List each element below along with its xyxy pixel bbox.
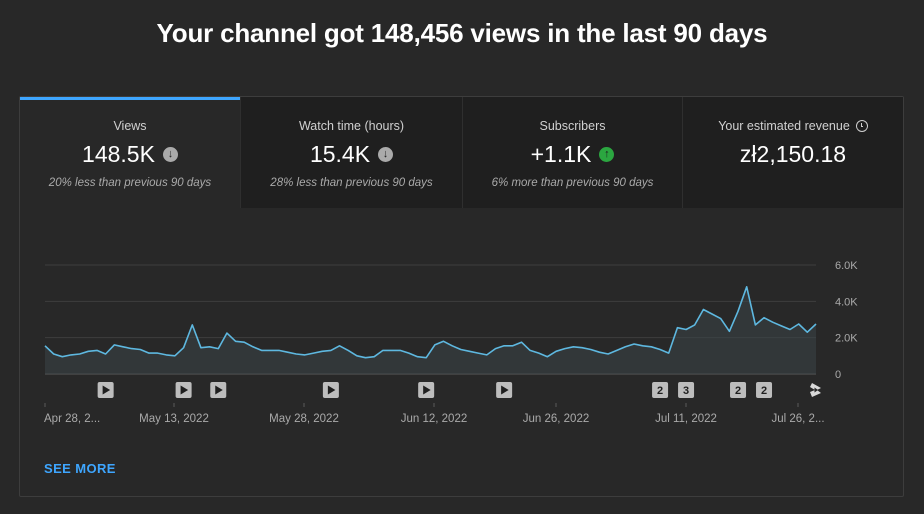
tab-comparison: 20% less than previous 90 days	[48, 177, 212, 189]
marker-count: 2	[657, 385, 663, 397]
tab-watch-time[interactable]: Watch time (hours) 15.4K ↓ 28% less than…	[241, 97, 463, 208]
arrow-down-icon: ↓	[378, 147, 394, 162]
tab-value: +1.1K	[530, 141, 592, 167]
video-count-marker[interactable]: 2	[652, 382, 669, 398]
x-tick-label: Jul 26, 2...	[771, 413, 824, 425]
marker-count: 2	[761, 385, 767, 397]
arrow-down-icon: ↓	[162, 147, 178, 162]
marker-count: 2	[735, 385, 741, 397]
count-badge	[756, 382, 773, 398]
views-area	[45, 286, 816, 374]
y-tick-label: 2.0K	[835, 333, 858, 345]
tab-comparison: 28% less than previous 90 days	[270, 177, 433, 189]
video-marker[interactable]	[175, 382, 192, 398]
x-tick-label: Apr 28, 2...	[44, 413, 100, 425]
tab-value: zł2,150.18	[739, 141, 847, 167]
video-count-marker[interactable]: 2	[730, 382, 747, 398]
video-marker[interactable]	[322, 382, 339, 398]
see-more-link[interactable]: SEE MORE	[44, 461, 116, 476]
x-tick-label: Jun 26, 2022	[523, 413, 590, 425]
x-tick-label: May 28, 2022	[269, 413, 339, 425]
tab-subscribers[interactable]: Subscribers +1.1K ↑ 6% more than previou…	[463, 97, 683, 208]
tab-value: 148.5K	[82, 141, 155, 167]
video-count-marker[interactable]: 2	[756, 382, 773, 398]
tab-label: Your estimated revenue	[683, 119, 903, 133]
count-badge	[652, 382, 669, 398]
tab-revenue[interactable]: Your estimated revenue zł2,150.18	[683, 97, 903, 208]
video-marker[interactable]	[210, 382, 227, 398]
count-badge	[678, 382, 695, 398]
clock-icon	[855, 120, 868, 132]
page-title: Your channel got 148,456 views in the la…	[156, 18, 768, 48]
analytics-card: Views 148.5K ↓ 20% less than previous 90…	[19, 96, 904, 497]
tab-label: Views	[113, 119, 147, 133]
video-count-marker[interactable]: 3	[678, 382, 695, 398]
y-tick-label: 0	[835, 369, 841, 381]
tab-value: 15.4K	[309, 141, 371, 167]
y-tick-label: 6.0K	[835, 260, 858, 272]
y-tick-label: 4.0K	[835, 296, 858, 308]
shorts-marker[interactable]	[810, 383, 821, 397]
x-tick-label: Jun 12, 2022	[401, 413, 468, 425]
tab-views[interactable]: Views 148.5K ↓ 20% less than previous 90…	[20, 97, 241, 208]
arrow-up-icon: ↑	[599, 147, 615, 162]
count-badge	[730, 382, 747, 398]
marker-count: 3	[683, 385, 689, 397]
tab-label: Watch time (hours)	[298, 119, 405, 133]
x-tick-label: May 13, 2022	[139, 413, 209, 425]
x-tick-label: Jul 11, 2022	[655, 413, 717, 425]
metric-tabs: Views 148.5K ↓ 20% less than previous 90…	[20, 97, 903, 208]
video-marker[interactable]	[496, 382, 513, 398]
tab-label: Subscribers	[539, 119, 606, 133]
tab-label-text: Your estimated revenue	[718, 119, 850, 133]
tab-comparison: 6% more than previous 90 days	[491, 177, 654, 189]
video-marker[interactable]	[418, 382, 435, 398]
video-marker[interactable]	[97, 382, 114, 398]
views-line	[44, 286, 817, 359]
views-chart: 6.0K 4.0K 2.0K 0 2 3 2 2 Apr 28, 2... May 13, 202…	[44, 260, 858, 425]
